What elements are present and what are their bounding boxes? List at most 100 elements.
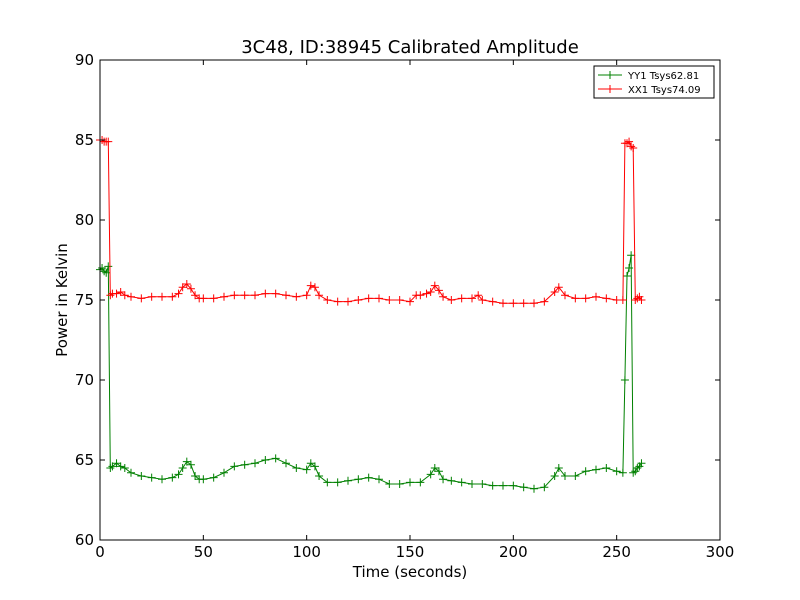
data-point (364, 294, 373, 303)
data-point (625, 264, 634, 272)
data-point (434, 286, 443, 295)
data-point (447, 476, 456, 485)
y-tick-label: 60 (75, 531, 94, 549)
data-point (540, 297, 549, 306)
data-point (457, 478, 466, 487)
data-point (416, 478, 425, 487)
data-point (240, 460, 249, 469)
data-point (416, 291, 425, 300)
data-point (191, 291, 200, 300)
legend-marker (606, 71, 614, 79)
data-point (333, 297, 342, 306)
data-point (333, 478, 342, 487)
data-point (116, 288, 125, 296)
data-point (209, 294, 218, 303)
data-point (104, 262, 113, 271)
data-point (98, 264, 107, 272)
data-point (426, 288, 435, 296)
data-point (261, 289, 270, 298)
legend-marker (606, 85, 614, 93)
data-point (635, 292, 644, 301)
y-tick-label: 65 (75, 451, 94, 469)
data-point (625, 137, 634, 146)
series-layer (96, 136, 646, 493)
y-tick-label: 80 (75, 211, 94, 229)
data-point (468, 294, 476, 303)
data-point (240, 291, 249, 300)
data-point (147, 473, 156, 482)
data-point (271, 454, 280, 463)
data-point (106, 464, 115, 472)
data-point (261, 456, 270, 464)
data-point (519, 299, 528, 308)
x-tick-label: 200 (499, 543, 528, 561)
data-point (199, 475, 208, 484)
data-point (581, 467, 590, 476)
data-point (592, 465, 600, 474)
data-point (120, 291, 129, 300)
data-point (158, 475, 166, 484)
data-point (230, 462, 239, 471)
data-point (137, 294, 146, 303)
data-point (178, 464, 187, 472)
legend-label: XX1 Tsys74.09 (628, 85, 701, 96)
data-point (344, 297, 352, 306)
data-point (474, 291, 483, 300)
data-point (439, 475, 448, 484)
data-point (439, 292, 448, 301)
data-point (220, 468, 228, 477)
data-point (186, 460, 195, 469)
data-point (168, 473, 177, 482)
data-point (478, 480, 487, 488)
data-point (191, 472, 200, 480)
data-point (364, 473, 373, 482)
legend-box (593, 65, 715, 99)
data-point (620, 376, 629, 384)
data-point (637, 296, 646, 304)
data-point (635, 462, 644, 471)
data-point (631, 467, 640, 476)
data-point (112, 289, 121, 298)
x-tick-label: 300 (706, 543, 735, 561)
x-tick-label: 150 (396, 543, 425, 561)
data-point (627, 251, 636, 260)
data-point (385, 296, 394, 304)
data-point (178, 283, 187, 292)
legend: YY1 Tsys62.81 XX1 Tsys74.09 (593, 65, 715, 99)
x-axis-label: Time (seconds) (352, 563, 468, 581)
data-point (637, 459, 646, 468)
data-point (422, 289, 431, 298)
data-point (282, 459, 290, 468)
data-point (354, 296, 363, 304)
data-point (618, 468, 627, 477)
data-point (395, 480, 404, 488)
data-point (127, 292, 135, 301)
data-point (499, 481, 507, 490)
data-point (530, 484, 538, 493)
data-point (186, 284, 195, 293)
series-markers-1 (96, 251, 646, 493)
data-point (302, 465, 311, 474)
data-point (426, 470, 435, 479)
data-point (488, 297, 497, 306)
data-point (629, 144, 638, 152)
data-point (571, 294, 580, 303)
y-axis: 60 65 70 75 80 85 90 (75, 51, 720, 549)
y-axis-label: Power in Kelvin (53, 243, 71, 357)
data-point (168, 292, 177, 301)
x-tick-label: 100 (292, 543, 321, 561)
data-point (354, 475, 363, 484)
data-point (251, 291, 259, 300)
data-point (174, 289, 183, 298)
data-point (509, 299, 518, 308)
data-point (447, 296, 456, 304)
data-point (629, 468, 638, 477)
data-point (306, 459, 315, 468)
data-point (108, 462, 117, 471)
data-point (182, 457, 191, 466)
data-point (406, 297, 414, 306)
data-point (571, 472, 580, 480)
data-point (220, 292, 228, 301)
data-point (282, 291, 290, 300)
